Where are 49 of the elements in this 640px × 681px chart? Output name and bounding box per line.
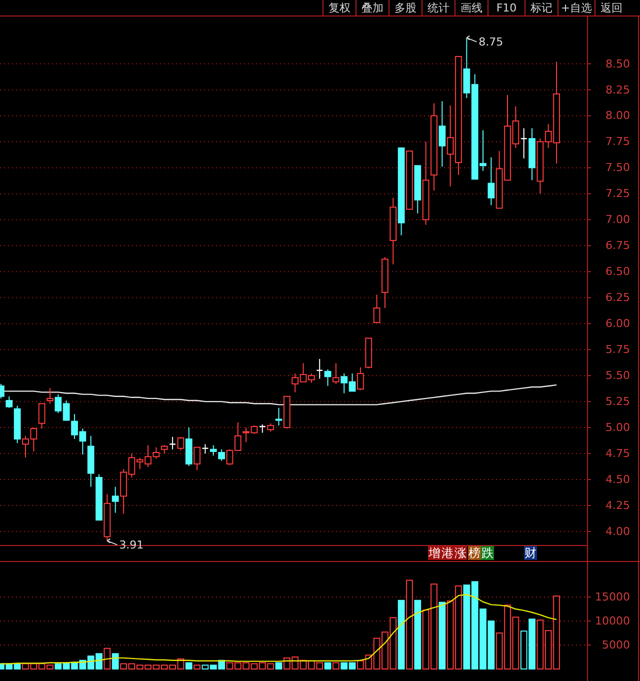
- bar: [398, 600, 405, 670]
- text: 叠加: [362, 2, 384, 14]
- text: 跌: [482, 546, 494, 560]
- annotation: 8.75: [478, 35, 504, 48]
- text: +自选: [560, 2, 592, 14]
- bar: [185, 662, 192, 670]
- y-tick-label: 5.25: [606, 395, 630, 408]
- text: 涨: [454, 546, 466, 560]
- text: 财: [524, 546, 536, 560]
- y-tick-label: 7.00: [606, 213, 630, 226]
- y-tick-label: 5.75: [606, 343, 630, 356]
- text: 港: [442, 546, 454, 560]
- y-tick-label: 5000: [602, 638, 630, 652]
- line-series: [0, 594, 558, 664]
- text: 增: [428, 546, 440, 560]
- y-tick-label: 8.00: [606, 109, 630, 122]
- y-tick-label: 6.75: [606, 239, 630, 252]
- bar: [324, 662, 332, 670]
- bar: [438, 602, 446, 670]
- bar: [332, 662, 340, 670]
- text: 多股: [394, 2, 416, 14]
- y-tick-label: 10000: [595, 614, 630, 628]
- y-tick-label: 7.50: [606, 161, 630, 174]
- y-tick-label: 5.00: [606, 421, 630, 434]
- y-tick-label: 6.50: [606, 265, 630, 278]
- y-tick-label: 7.75: [606, 135, 630, 148]
- text: 画线: [460, 2, 482, 14]
- y-tick-label: 7.25: [606, 187, 630, 200]
- text: F10: [496, 2, 517, 14]
- y-tick-label: 4.00: [606, 524, 630, 538]
- bar: [104, 648, 111, 670]
- y-tick-label: 15000: [595, 590, 630, 604]
- text: 返回: [600, 2, 622, 14]
- bar: [275, 662, 282, 670]
- y-tick-label: 8.25: [606, 83, 630, 96]
- y-tick-label: 4.75: [606, 447, 630, 460]
- y-tick-label: 6.25: [606, 291, 630, 304]
- y-tick-label: 8.50: [606, 57, 630, 70]
- text: 标记: [530, 2, 552, 14]
- text: 榜: [468, 546, 480, 560]
- bar: [406, 580, 413, 670]
- y-tick-label: 4.50: [606, 473, 630, 486]
- y-tick-label: 5.50: [606, 369, 630, 382]
- bar: [112, 653, 119, 670]
- text: 统计: [428, 2, 450, 14]
- y-tick-label: 4.25: [606, 499, 630, 512]
- text: 复权: [328, 2, 350, 14]
- y-tick-label: 6.00: [606, 317, 630, 330]
- bar: [414, 600, 422, 670]
